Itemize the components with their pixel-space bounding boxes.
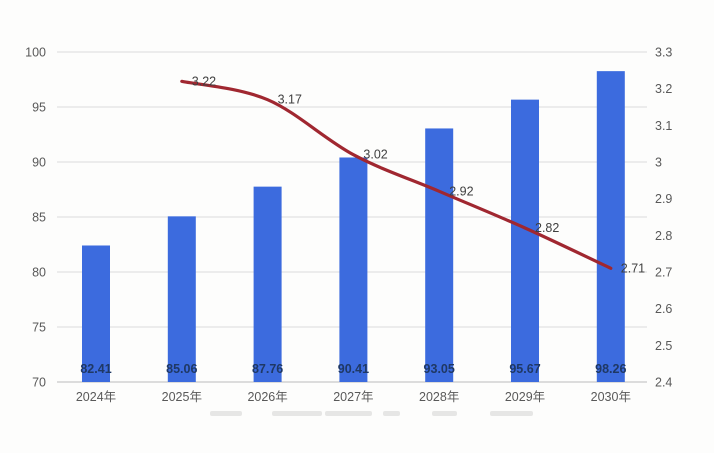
- right-axis-tick-label: 2.7: [655, 266, 672, 280]
- left-axis-tick-label: 95: [32, 101, 46, 115]
- right-axis-tick-label: 2.4: [655, 376, 672, 390]
- bar-value-label: 93.05: [424, 362, 455, 376]
- blurred-caption-segment: [432, 411, 457, 416]
- bar-value-label: 85.06: [166, 362, 197, 376]
- bar-value-label: 95.67: [509, 362, 540, 376]
- bar-value-label: 87.76: [252, 362, 283, 376]
- bar-value-label: 98.26: [595, 362, 626, 376]
- bar: [167, 216, 196, 382]
- bar: [253, 186, 282, 382]
- x-axis-label: 2026年: [247, 390, 287, 404]
- x-axis-label: 2027年: [333, 390, 373, 404]
- right-axis-tick-label: 3.3: [655, 46, 672, 60]
- blurred-caption-segment: [210, 411, 242, 416]
- right-axis-tick-label: 3.1: [655, 119, 672, 133]
- line-point-label: 3.22: [192, 74, 216, 88]
- blurred-caption-segment: [325, 411, 372, 416]
- line-point-label: 2.92: [449, 184, 473, 198]
- bar: [339, 157, 368, 382]
- bar-value-label: 82.41: [80, 362, 111, 376]
- bar: [425, 128, 454, 382]
- left-axis-tick-label: 75: [32, 321, 46, 335]
- bar: [511, 99, 539, 382]
- left-axis-tick-label: 100: [25, 46, 46, 60]
- bar: [596, 71, 625, 382]
- right-axis-tick-label: 2.9: [655, 192, 672, 206]
- left-axis-tick-label: 85: [32, 211, 46, 225]
- bar: [82, 245, 110, 382]
- bar-value-label: 90.41: [338, 362, 369, 376]
- x-axis-label: 2025年: [162, 390, 202, 404]
- left-axis-tick-label: 70: [32, 376, 46, 390]
- x-axis-label: 2030年: [591, 390, 631, 404]
- blurred-caption-segment: [272, 411, 322, 416]
- right-axis-tick-label: 2.8: [655, 229, 672, 243]
- left-axis-tick-label: 80: [32, 266, 46, 280]
- line-point-label: 2.71: [621, 261, 645, 275]
- trend-line: [180, 79, 613, 270]
- line-point-label: 2.82: [535, 221, 559, 235]
- right-axis-tick-label: 2.6: [655, 302, 672, 316]
- x-axis-label: 2028年: [419, 390, 459, 404]
- right-axis-tick-label: 3: [655, 156, 662, 170]
- blurred-caption-segment: [383, 411, 400, 416]
- left-axis-tick-label: 90: [32, 156, 46, 170]
- x-axis-label: 2029年: [505, 390, 545, 404]
- blurred-caption-segment: [490, 411, 533, 416]
- line-point-label: 3.02: [363, 148, 387, 162]
- x-axis-label: 2024年: [76, 390, 116, 404]
- right-axis-tick-label: 2.5: [655, 339, 672, 353]
- right-axis-tick-label: 3.2: [655, 82, 672, 96]
- line-point-label: 3.17: [278, 93, 302, 107]
